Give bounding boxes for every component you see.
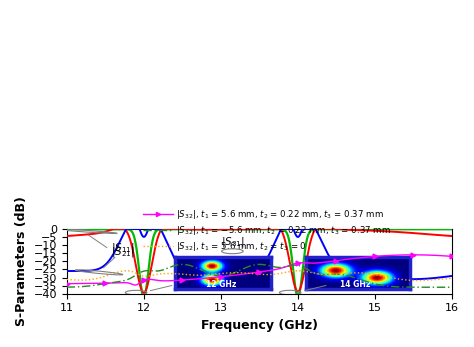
X-axis label: Frequency (GHz): Frequency (GHz) xyxy=(201,319,318,332)
Text: $|S_{31}|$: $|S_{31}|$ xyxy=(221,235,245,249)
Text: $|S_{11}|$: $|S_{11}|$ xyxy=(111,241,136,255)
Y-axis label: S-Parameters (dB): S-Parameters (dB) xyxy=(15,196,28,326)
Text: $|S_{21}|$: $|S_{21}|$ xyxy=(111,245,136,259)
Legend: $|S_{32}|$, $t_1$ = 5.6 mm, $t_2$ = 0.22 mm, $t_3$ = 0.37 mm, $|S_{32}|$, $t_1$ : $|S_{32}|$, $t_1$ = 5.6 mm, $t_2$ = 0.22… xyxy=(139,205,395,256)
